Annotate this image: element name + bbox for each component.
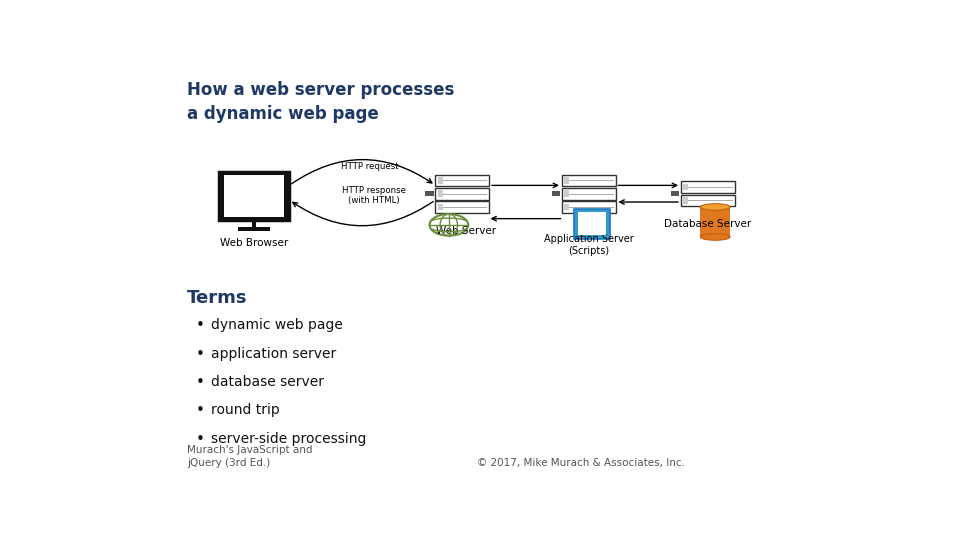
FancyBboxPatch shape (436, 201, 489, 213)
FancyBboxPatch shape (684, 184, 688, 190)
FancyBboxPatch shape (684, 197, 688, 204)
FancyBboxPatch shape (438, 204, 443, 210)
Text: HTTP response
(with HTML): HTTP response (with HTML) (342, 186, 405, 206)
Ellipse shape (701, 204, 731, 210)
Text: Web Server: Web Server (436, 226, 496, 236)
FancyBboxPatch shape (574, 208, 610, 239)
Text: dynamic web page: dynamic web page (211, 319, 343, 333)
Text: •: • (196, 403, 204, 418)
FancyBboxPatch shape (562, 174, 615, 186)
FancyArrowPatch shape (293, 201, 433, 226)
Text: Application Server
(Scripts): Application Server (Scripts) (544, 234, 634, 256)
FancyBboxPatch shape (425, 191, 434, 196)
FancyBboxPatch shape (438, 191, 443, 197)
Text: Database Server: Database Server (664, 219, 752, 230)
FancyBboxPatch shape (238, 227, 270, 231)
FancyBboxPatch shape (436, 174, 489, 186)
FancyBboxPatch shape (670, 191, 680, 196)
Text: Terms: Terms (187, 289, 248, 307)
FancyBboxPatch shape (681, 181, 734, 193)
FancyBboxPatch shape (564, 204, 569, 210)
Text: •: • (196, 347, 204, 362)
FancyArrowPatch shape (292, 160, 432, 184)
FancyBboxPatch shape (252, 220, 256, 227)
FancyBboxPatch shape (436, 188, 489, 199)
Text: round trip: round trip (211, 403, 279, 417)
FancyBboxPatch shape (578, 212, 606, 235)
Text: application server: application server (211, 347, 336, 361)
FancyBboxPatch shape (219, 172, 289, 220)
FancyBboxPatch shape (681, 194, 734, 206)
Text: HTTP request: HTTP request (341, 162, 398, 171)
FancyBboxPatch shape (551, 191, 561, 196)
Text: •: • (196, 431, 204, 447)
Text: Murach's JavaScript and
jQuery (3rd Ed.): Murach's JavaScript and jQuery (3rd Ed.) (187, 445, 312, 468)
Text: •: • (196, 319, 204, 333)
FancyBboxPatch shape (564, 177, 569, 184)
Text: How a web server processes
a dynamic web page: How a web server processes a dynamic web… (187, 82, 454, 123)
Text: •: • (196, 375, 204, 390)
Text: database server: database server (211, 375, 324, 389)
FancyBboxPatch shape (562, 188, 615, 199)
FancyBboxPatch shape (701, 207, 731, 237)
Ellipse shape (701, 234, 731, 240)
FancyBboxPatch shape (562, 201, 615, 213)
FancyBboxPatch shape (438, 177, 443, 184)
Text: server-side processing: server-side processing (211, 431, 366, 446)
FancyBboxPatch shape (224, 175, 284, 217)
Text: © 2017, Mike Murach & Associates, Inc.: © 2017, Mike Murach & Associates, Inc. (477, 458, 685, 468)
Circle shape (429, 214, 468, 235)
FancyBboxPatch shape (564, 191, 569, 197)
Text: Web Browser: Web Browser (220, 238, 288, 248)
